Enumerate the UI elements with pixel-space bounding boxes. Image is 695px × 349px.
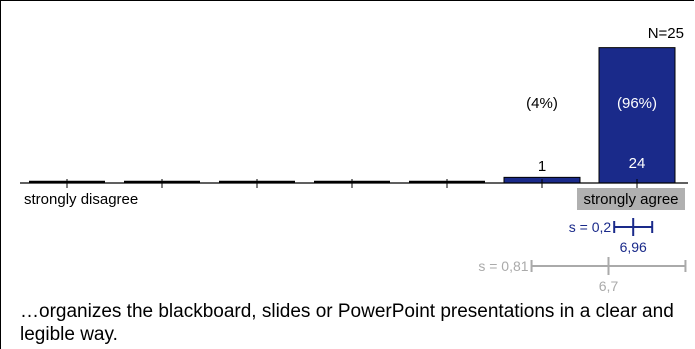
percent-label-7: (96%) [617,95,657,112]
percent-label-6: (4%) [526,95,558,112]
count-label-7: 24 [629,155,646,172]
scale-min-label: strongly disagree [24,191,138,208]
scale-max-label: strongly agree [583,191,678,208]
question-text: …organizes the blackboard, slides or Pow… [20,301,674,345]
n-label: N=25 [648,25,684,42]
course-sd-label: s = 0,2 [569,219,612,235]
stats-group: s = 0,2 6,96 s = 0,81 6,7 [478,218,687,294]
scale-max-highlight [577,188,685,210]
ticks-group [66,179,638,188]
bar-7 [598,47,676,184]
bar-labels-group: 1 (4%) 24 (96%) [526,95,657,175]
bars-group [29,47,676,184]
course-mean-label: 6,96 [620,239,647,255]
comparison-sd-label: s = 0,81 [478,258,528,274]
comparison-mean-label: 6,7 [599,278,619,294]
count-label-6: 1 [538,158,546,175]
